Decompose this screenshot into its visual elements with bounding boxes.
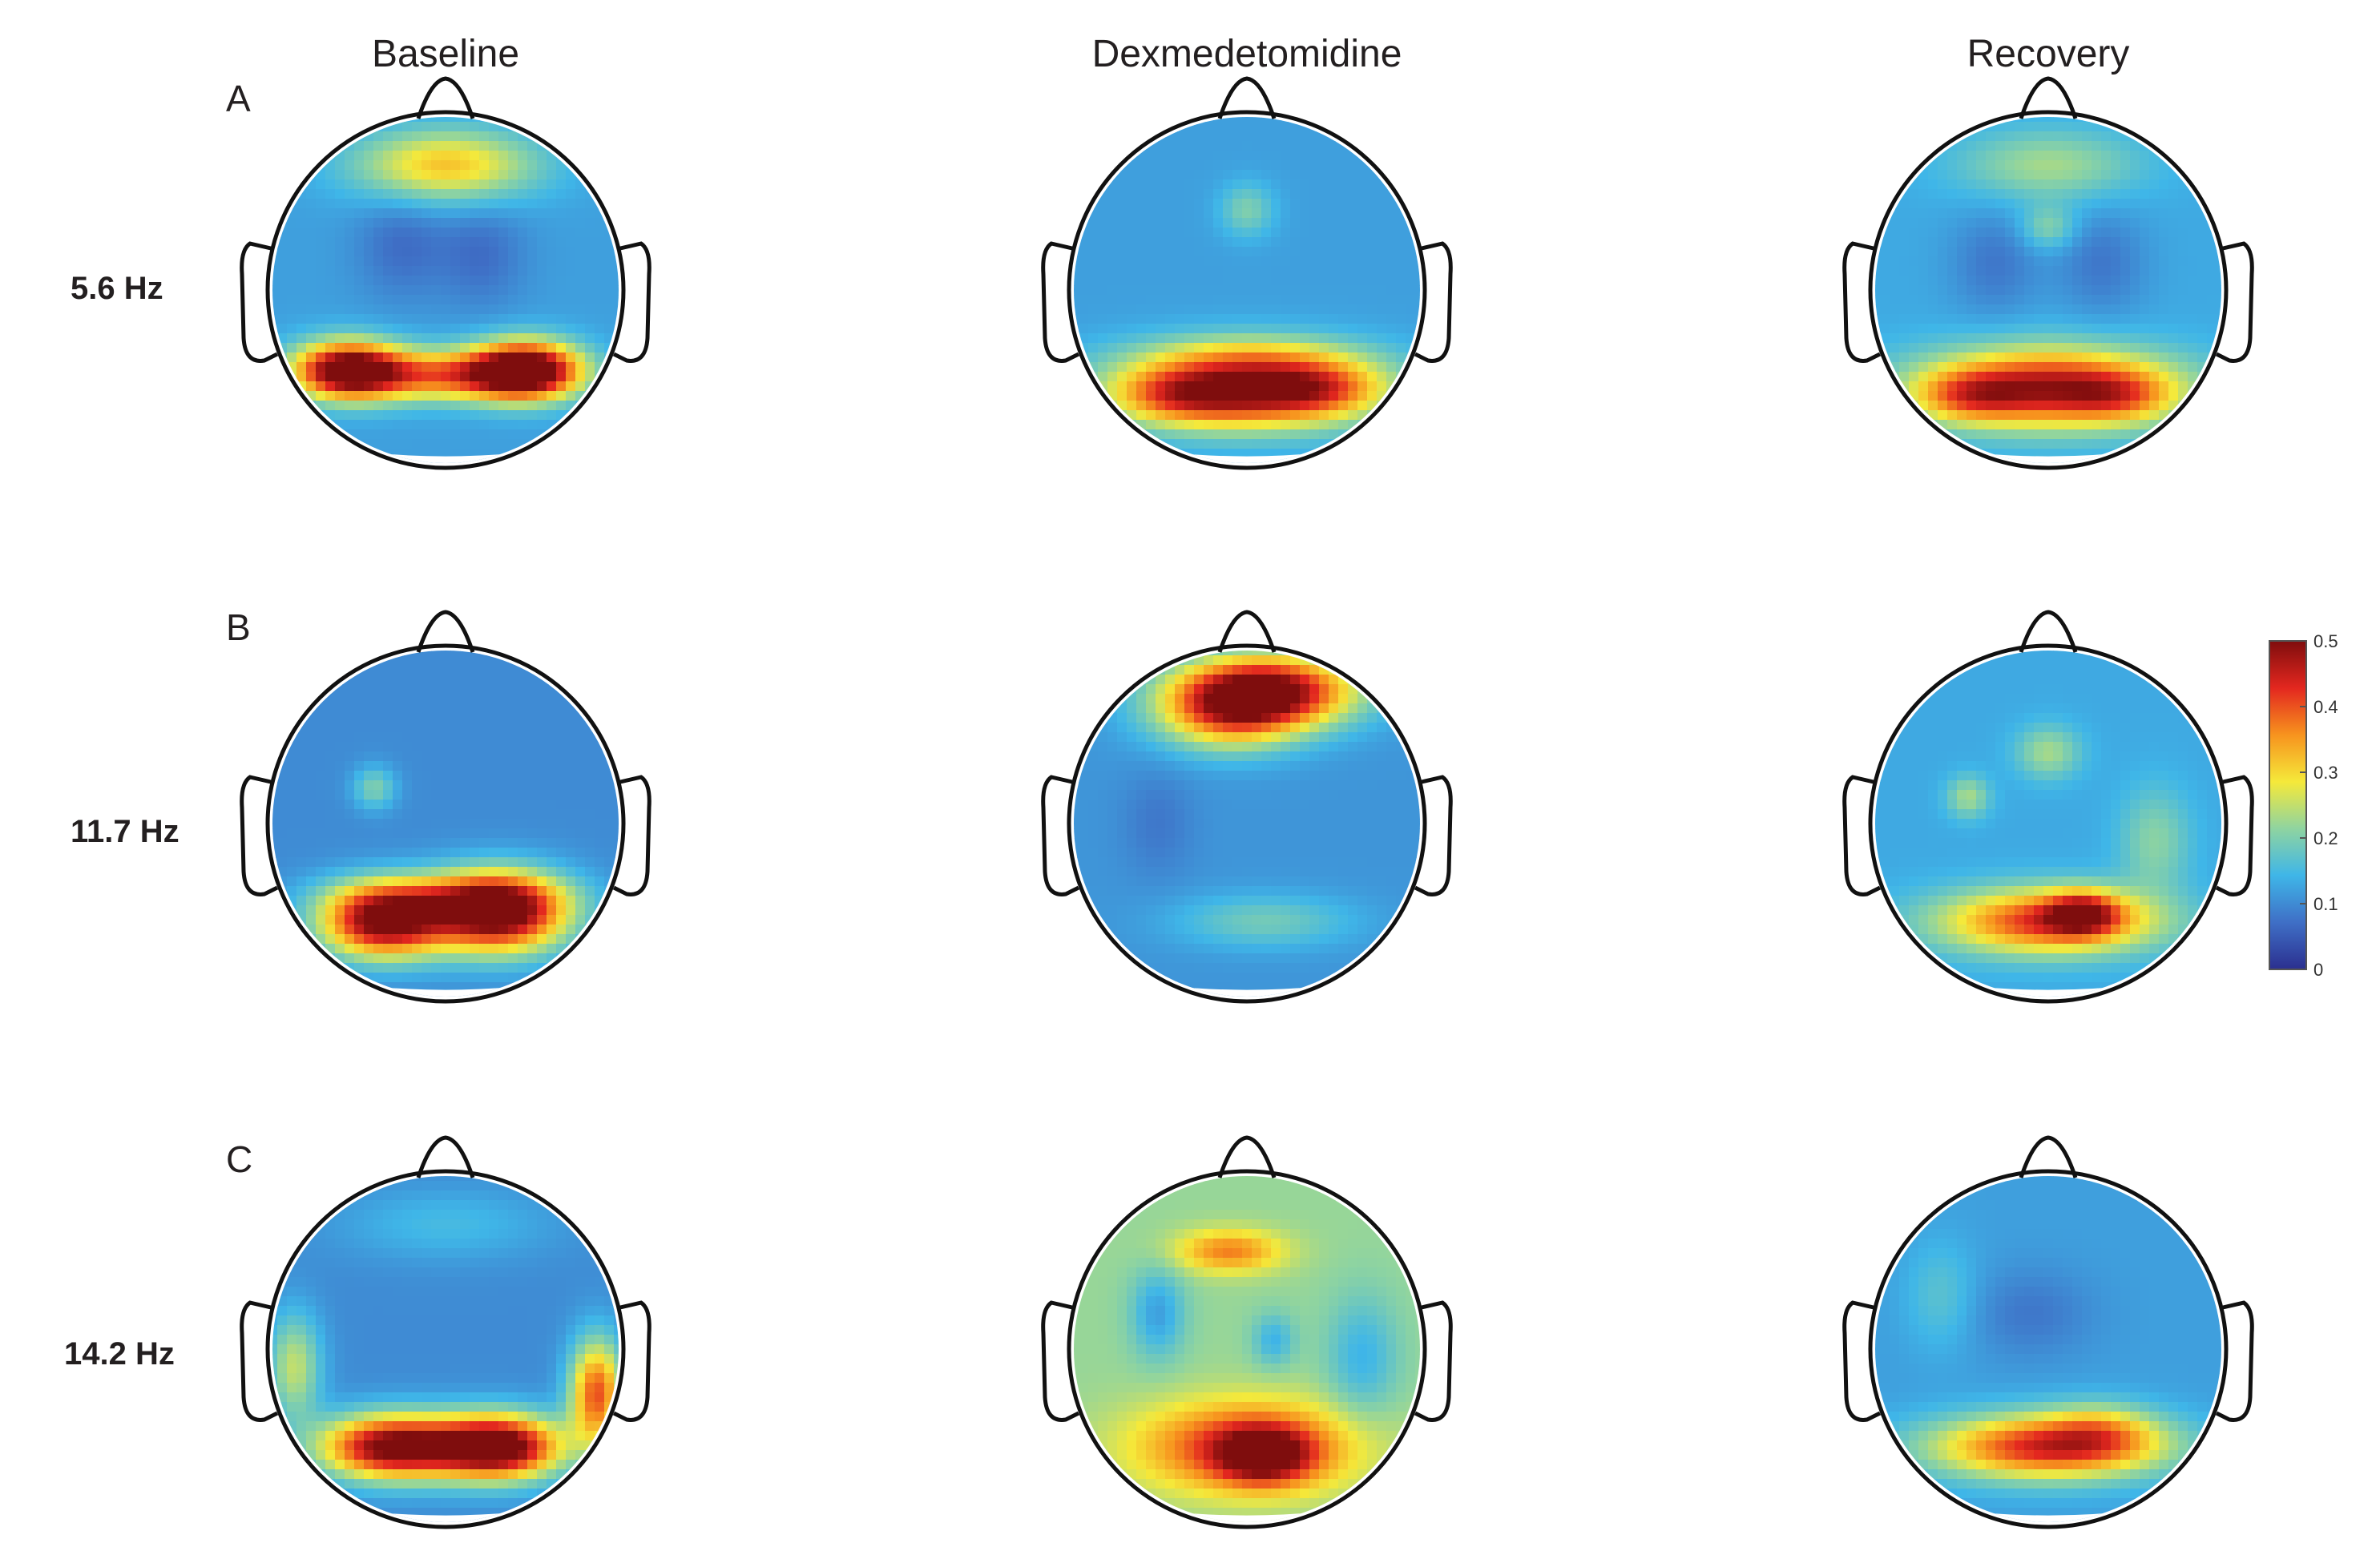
head-outline (1868, 1169, 2229, 1529)
left-ear-outline (1842, 1300, 1882, 1422)
topomap-recovery-row-1 (1842, 76, 2254, 470)
nose-outline (2019, 76, 2078, 119)
nose-outline (416, 76, 475, 119)
row-letter-c: C (226, 1138, 253, 1180)
nose-outline (1217, 76, 1277, 119)
activity-heatmap (1875, 117, 2221, 463)
head-outline (1067, 1169, 1427, 1529)
head-outline (265, 1169, 626, 1529)
left-ear-outline (240, 775, 279, 896)
right-ear-outline (612, 241, 651, 363)
right-ear-outline (612, 1300, 651, 1422)
right-ear-outline (612, 775, 651, 896)
right-ear-outline (1414, 1300, 1453, 1422)
topomap-dexmedetomidine-row-3 (1041, 1135, 1453, 1529)
colorbar-tick-0-2: 0.2 (2313, 828, 2338, 848)
left-ear-outline (1041, 241, 1080, 363)
row-letter-a: A (226, 78, 251, 119)
head-outline (1067, 110, 1427, 470)
nose-outline (2019, 1135, 2078, 1178)
colorbar-tick-0-3: 0.3 (2313, 763, 2338, 783)
nose-outline (1217, 1135, 1277, 1178)
left-ear-outline (240, 241, 279, 363)
head-outline (1868, 643, 2229, 1004)
left-ear-outline (1041, 1300, 1080, 1422)
topomap-baseline-row-3 (240, 1135, 651, 1529)
head-outline (1868, 110, 2229, 470)
frequency-label-5-6: 5.6 Hz (71, 271, 163, 306)
topomap-recovery-row-3 (1842, 1135, 2254, 1529)
nose-outline (1217, 610, 1277, 653)
column-title-recovery: Recovery (1967, 33, 2130, 75)
nose-outline (2019, 610, 2078, 653)
activity-heatmap (1074, 651, 1420, 997)
topomap-dexmedetomidine-row-1 (1041, 76, 1453, 470)
topomap-recovery-row-2 (1842, 610, 2254, 1004)
right-ear-outline (1414, 775, 1453, 896)
column-title-baseline: Baseline (371, 33, 520, 75)
left-ear-outline (240, 1300, 279, 1422)
right-ear-outline (2215, 775, 2254, 896)
head-outline (1067, 643, 1427, 1004)
topomap-baseline-row-1 (240, 76, 651, 470)
right-ear-outline (1414, 241, 1453, 363)
left-ear-outline (1041, 775, 1080, 896)
head-outline (265, 643, 626, 1004)
colorbar-tick-0: 0 (2313, 960, 2324, 980)
head-outline (265, 110, 626, 470)
row-letter-b: B (226, 606, 251, 648)
frequency-label-11-7: 11.7 Hz (71, 814, 180, 849)
activity-heatmap (1074, 117, 1420, 463)
left-ear-outline (1842, 241, 1882, 363)
topomap-dexmedetomidine-row-2 (1041, 610, 1453, 1004)
column-title-dexmedetomidine: Dexmedetomidine (1091, 33, 1402, 75)
colorbar (2269, 640, 2307, 970)
right-ear-outline (2215, 1300, 2254, 1422)
left-ear-outline (1842, 775, 1882, 896)
nose-outline (416, 1135, 475, 1178)
topomap-baseline-row-2 (240, 610, 651, 1004)
colorbar-tick-0-4: 0.4 (2313, 697, 2338, 717)
nose-outline (416, 610, 475, 653)
frequency-label-14-2: 14.2 Hz (64, 1336, 175, 1372)
colorbar-tick-0-1: 0.1 (2313, 894, 2338, 914)
activity-heatmap (272, 117, 619, 463)
right-ear-outline (2215, 241, 2254, 363)
colorbar-tick-0-5: 0.5 (2313, 631, 2338, 651)
